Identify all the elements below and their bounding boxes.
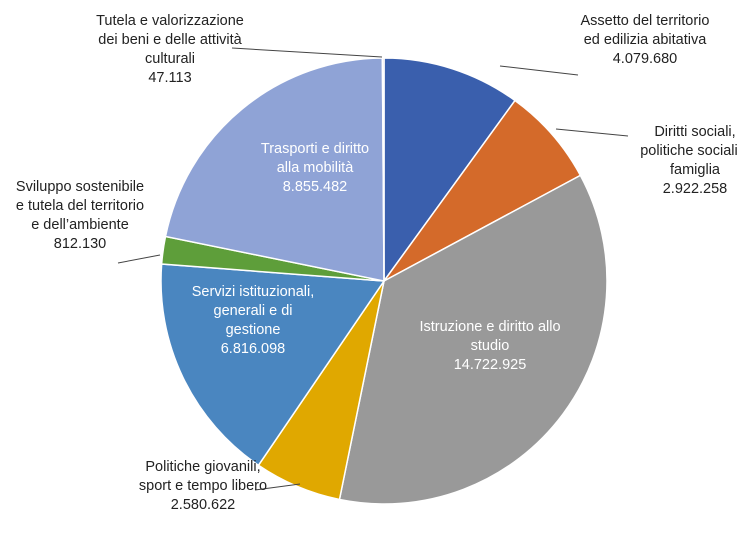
value-label: 47.113 (148, 70, 192, 86)
value-label: 6.816.098 (220, 341, 286, 357)
category-label: Istruzione e diritto allo studio (419, 319, 561, 354)
slice-label: Trasporti e diritto alla mobilità 8.855.4… (250, 140, 380, 197)
category-label: Assetto del territorio ed edilizia abita… (580, 13, 710, 48)
slice-label: Tutela e valorizzazione dei beni e delle… (90, 12, 250, 88)
category-label: Diritti sociali, politiche sociali e fam… (640, 124, 738, 178)
leader-line (117, 254, 161, 264)
category-label: Sviluppo sostenibile e tutela del territ… (15, 179, 145, 233)
pie-slice (383, 57, 517, 284)
value-label: 8.855.482 (282, 179, 348, 195)
value-label: 812.130 (53, 236, 107, 252)
slice-label: Diritti sociali, politiche sociali e fam… (630, 123, 738, 199)
pie-slice (164, 57, 385, 282)
value-label: 4.079.680 (612, 51, 678, 67)
value-label: 14.722.925 (453, 357, 527, 373)
slice-label: Sviluppo sostenibile e tutela del territ… (13, 178, 148, 254)
value-label: 2.580.622 (170, 497, 236, 513)
category-label: Politiche giovanili, sport e tempo liber… (138, 459, 268, 494)
leader-line (231, 47, 383, 58)
slice-label: Servizi istituzionali, generali e di ges… (188, 283, 318, 359)
slice-label: Istruzione e diritto allo studio 14.722.9… (405, 318, 575, 375)
value-label: 2.922.258 (662, 181, 728, 197)
pie-slice (338, 174, 608, 505)
leader-line (499, 65, 579, 76)
slice-label: Politiche giovanili, sport e tempo liber… (128, 458, 278, 515)
pie-slice (160, 263, 386, 467)
slice-label: Assetto del territorio ed edilizia abita… (575, 12, 715, 69)
category-label: Servizi istituzionali, generali e di ges… (191, 284, 315, 338)
leader-line (254, 483, 301, 491)
pie-slice (381, 57, 385, 282)
category-label: Tutela e valorizzazione dei beni e delle… (96, 13, 244, 67)
leader-line (555, 128, 629, 137)
category-label: Trasporti e diritto alla mobilità (260, 141, 370, 176)
pie-slice (383, 99, 582, 282)
